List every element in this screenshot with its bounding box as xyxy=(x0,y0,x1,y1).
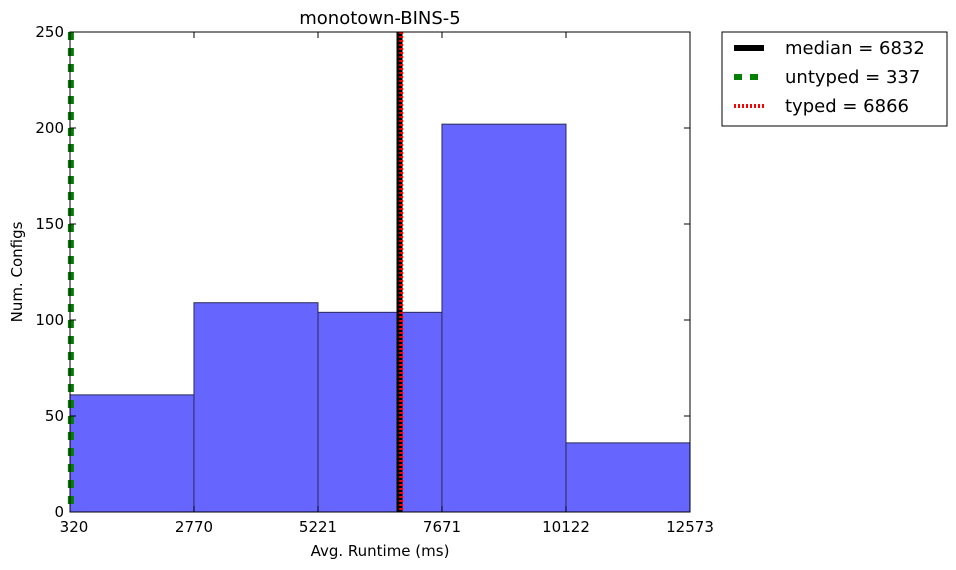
histogram-bar-5 xyxy=(565,442,691,513)
x-tick-label: 10122 xyxy=(542,518,590,536)
x-tick-label: 7671 xyxy=(423,518,461,536)
histogram-bar-1 xyxy=(69,394,195,513)
legend-entry-label: untyped = 337 xyxy=(785,67,920,88)
legend: median = 6832 untyped = 337 typed = 6866 xyxy=(721,31,948,127)
chart-title: monotown-BINS-5 xyxy=(299,8,461,29)
plot-area-frame xyxy=(69,31,691,513)
x-tick-label: 12573 xyxy=(666,518,714,536)
y-tick-label: 100 xyxy=(35,311,64,329)
reference-lines-layer xyxy=(67,32,404,512)
y-axis-label: Num. Configs xyxy=(8,221,26,322)
y-tick-label: 50 xyxy=(45,407,64,425)
x-tick-label: 5221 xyxy=(299,518,337,536)
x-axis-label: Avg. Runtime (ms) xyxy=(311,542,450,560)
histogram-bar-3 xyxy=(317,311,443,513)
y-tick-label: 0 xyxy=(54,503,64,521)
histogram-bar-2 xyxy=(193,302,319,513)
histogram-bar-4 xyxy=(441,123,567,513)
y-tick-label: 200 xyxy=(35,119,64,137)
legend-entry-label: median = 6832 xyxy=(785,38,925,59)
y-tick-label: 250 xyxy=(35,23,64,41)
y-tick-label: 150 xyxy=(35,215,64,233)
legend-entry-label: typed = 6866 xyxy=(785,96,909,117)
ticks-layer: 320 2770 5221 7671 10122 12573 0 50 100 150 200 250 xyxy=(35,23,714,536)
x-tick-label: 2770 xyxy=(175,518,213,536)
bars-layer xyxy=(69,123,691,513)
x-tick-label: 320 xyxy=(60,518,89,536)
